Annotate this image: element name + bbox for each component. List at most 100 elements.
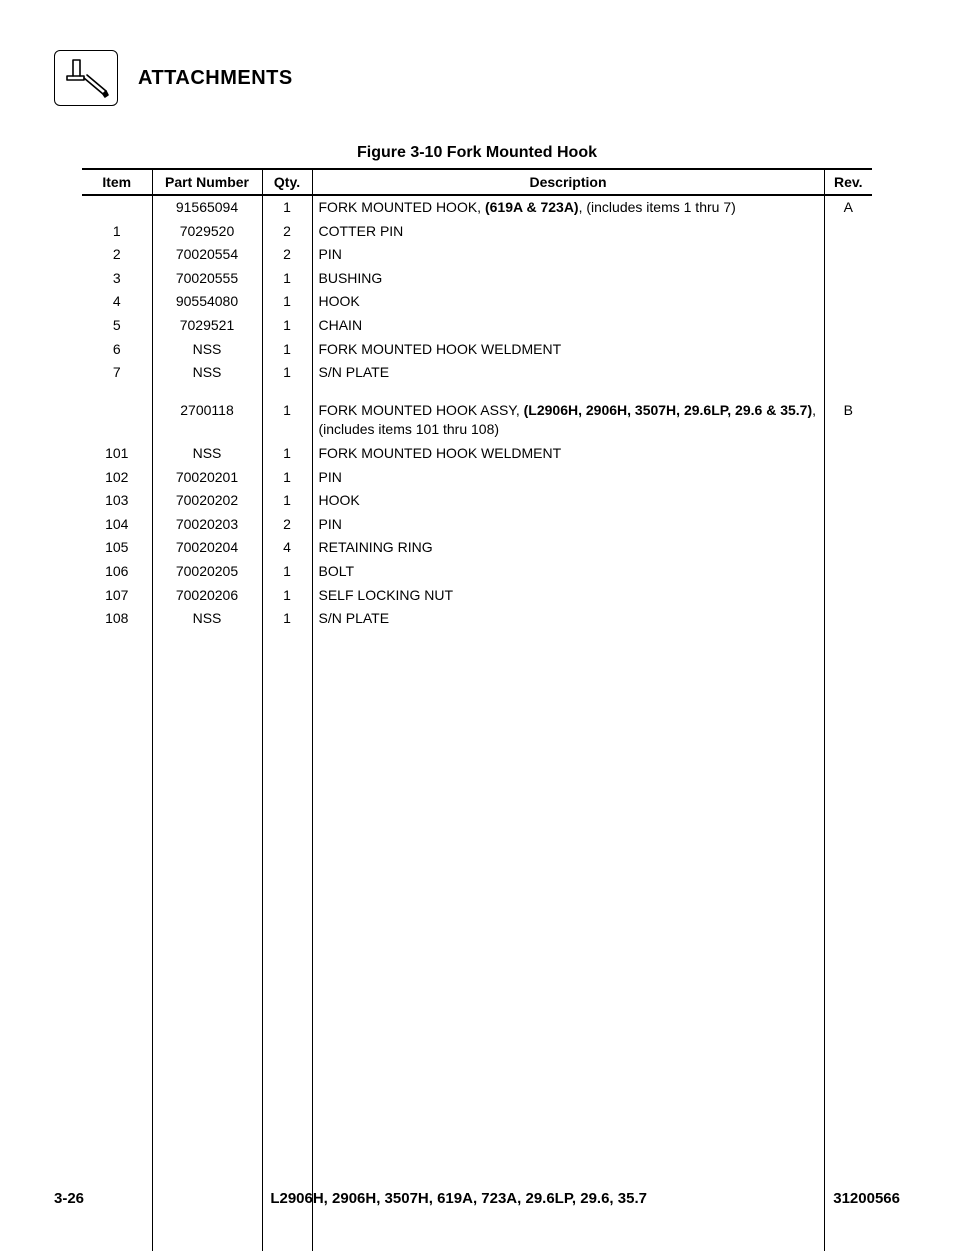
cell-part: NSS bbox=[152, 607, 262, 631]
cell-rev bbox=[824, 607, 872, 631]
cell-part: 70020201 bbox=[152, 466, 262, 490]
cell-desc: PIN bbox=[312, 243, 824, 267]
cell-qty: 2 bbox=[262, 243, 312, 267]
cell-item bbox=[82, 195, 152, 220]
attachments-icon bbox=[54, 50, 118, 106]
col-header-qty: Qty. bbox=[262, 169, 312, 195]
cell-desc: FORK MOUNTED HOOK ASSY, (L2906H, 2906H, … bbox=[312, 399, 824, 442]
cell-rev bbox=[824, 442, 872, 466]
cell-qty: 1 bbox=[262, 466, 312, 490]
cell-rev bbox=[824, 338, 872, 362]
table-row: 105700202044RETAINING RING bbox=[82, 536, 872, 560]
cell-desc: HOOK bbox=[312, 489, 824, 513]
cell-part: 7029521 bbox=[152, 314, 262, 338]
cell-part: 70020555 bbox=[152, 267, 262, 291]
cell-qty: 4 bbox=[262, 536, 312, 560]
cell-part: 70020205 bbox=[152, 560, 262, 584]
cell-rev bbox=[824, 290, 872, 314]
cell-qty: 2 bbox=[262, 513, 312, 537]
page-footer: 3-26 L2906H, 2906H, 3507H, 619A, 723A, 2… bbox=[54, 1190, 900, 1207]
cell-item: 4 bbox=[82, 290, 152, 314]
cell-desc: COTTER PIN bbox=[312, 220, 824, 244]
col-header-item: Item bbox=[82, 169, 152, 195]
cell-qty: 1 bbox=[262, 361, 312, 385]
table-row: 104700202032PIN bbox=[82, 513, 872, 537]
figure-caption: Figure 3-10 Fork Mounted Hook bbox=[0, 144, 954, 162]
cell-item: 101 bbox=[82, 442, 152, 466]
cell-item: 107 bbox=[82, 584, 152, 608]
cell-desc: FORK MOUNTED HOOK WELDMENT bbox=[312, 338, 824, 362]
cell-qty: 1 bbox=[262, 607, 312, 631]
table-row: 7NSS1S/N PLATE bbox=[82, 361, 872, 385]
cell-part: NSS bbox=[152, 361, 262, 385]
col-header-part: Part Number bbox=[152, 169, 262, 195]
cell-part: 70020554 bbox=[152, 243, 262, 267]
cell-item: 106 bbox=[82, 560, 152, 584]
table-row: 106700202051BOLT bbox=[82, 560, 872, 584]
table-row: 2700205542PIN bbox=[82, 243, 872, 267]
section-title: ATTACHMENTS bbox=[138, 67, 293, 90]
cell-item: 1 bbox=[82, 220, 152, 244]
cell-qty: 1 bbox=[262, 314, 312, 338]
cell-rev bbox=[824, 560, 872, 584]
cell-rev bbox=[824, 513, 872, 537]
col-header-desc: Description bbox=[312, 169, 824, 195]
cell-item: 102 bbox=[82, 466, 152, 490]
cell-qty: 1 bbox=[262, 442, 312, 466]
cell-rev: B bbox=[824, 399, 872, 442]
table-row bbox=[82, 385, 872, 399]
cell-item: 6 bbox=[82, 338, 152, 362]
cell-qty: 1 bbox=[262, 290, 312, 314]
cell-rev bbox=[824, 536, 872, 560]
cell-desc: PIN bbox=[312, 466, 824, 490]
cell-item: 7 bbox=[82, 361, 152, 385]
col-header-rev: Rev. bbox=[824, 169, 872, 195]
cell-desc: HOOK bbox=[312, 290, 824, 314]
cell-qty: 1 bbox=[262, 560, 312, 584]
cell-desc: FORK MOUNTED HOOK WELDMENT bbox=[312, 442, 824, 466]
cell-rev bbox=[824, 466, 872, 490]
cell-desc: PIN bbox=[312, 513, 824, 537]
cell-qty: 1 bbox=[262, 267, 312, 291]
table-row: 108NSS1S/N PLATE bbox=[82, 607, 872, 631]
cell-item: 103 bbox=[82, 489, 152, 513]
table-row: 107700202061SELF LOCKING NUT bbox=[82, 584, 872, 608]
table-row: 102700202011PIN bbox=[82, 466, 872, 490]
cell-desc: SELF LOCKING NUT bbox=[312, 584, 824, 608]
cell-desc: CHAIN bbox=[312, 314, 824, 338]
cell-part: NSS bbox=[152, 442, 262, 466]
cell-qty: 1 bbox=[262, 195, 312, 220]
table-row: 170295202COTTER PIN bbox=[82, 220, 872, 244]
cell-item bbox=[82, 399, 152, 442]
table-row: 6NSS1FORK MOUNTED HOOK WELDMENT bbox=[82, 338, 872, 362]
table-row: 101NSS1FORK MOUNTED HOOK WELDMENT bbox=[82, 442, 872, 466]
cell-item: 2 bbox=[82, 243, 152, 267]
cell-desc: FORK MOUNTED HOOK, (619A & 723A), (inclu… bbox=[312, 195, 824, 220]
parts-table: Item Part Number Qty. Description Rev. 9… bbox=[82, 168, 872, 1251]
cell-desc: S/N PLATE bbox=[312, 361, 824, 385]
cell-item: 3 bbox=[82, 267, 152, 291]
table-row: 915650941FORK MOUNTED HOOK, (619A & 723A… bbox=[82, 195, 872, 220]
cell-part: 70020203 bbox=[152, 513, 262, 537]
table-row: 3700205551BUSHING bbox=[82, 267, 872, 291]
table-row: 570295211CHAIN bbox=[82, 314, 872, 338]
footer-models: L2906H, 2906H, 3507H, 619A, 723A, 29.6LP… bbox=[270, 1190, 647, 1207]
cell-part: NSS bbox=[152, 338, 262, 362]
cell-desc: S/N PLATE bbox=[312, 607, 824, 631]
cell-item: 108 bbox=[82, 607, 152, 631]
cell-rev bbox=[824, 314, 872, 338]
cell-qty: 2 bbox=[262, 220, 312, 244]
cell-qty: 1 bbox=[262, 584, 312, 608]
table-header-row: Item Part Number Qty. Description Rev. bbox=[82, 169, 872, 195]
cell-part: 90554080 bbox=[152, 290, 262, 314]
table-row: 103700202021HOOK bbox=[82, 489, 872, 513]
footer-page: 3-26 bbox=[54, 1190, 84, 1207]
cell-part: 70020202 bbox=[152, 489, 262, 513]
cell-item: 5 bbox=[82, 314, 152, 338]
footer-docnum: 31200566 bbox=[833, 1190, 900, 1207]
cell-desc: BOLT bbox=[312, 560, 824, 584]
cell-part: 2700118 bbox=[152, 399, 262, 442]
cell-item: 105 bbox=[82, 536, 152, 560]
cell-rev bbox=[824, 489, 872, 513]
cell-part: 91565094 bbox=[152, 195, 262, 220]
